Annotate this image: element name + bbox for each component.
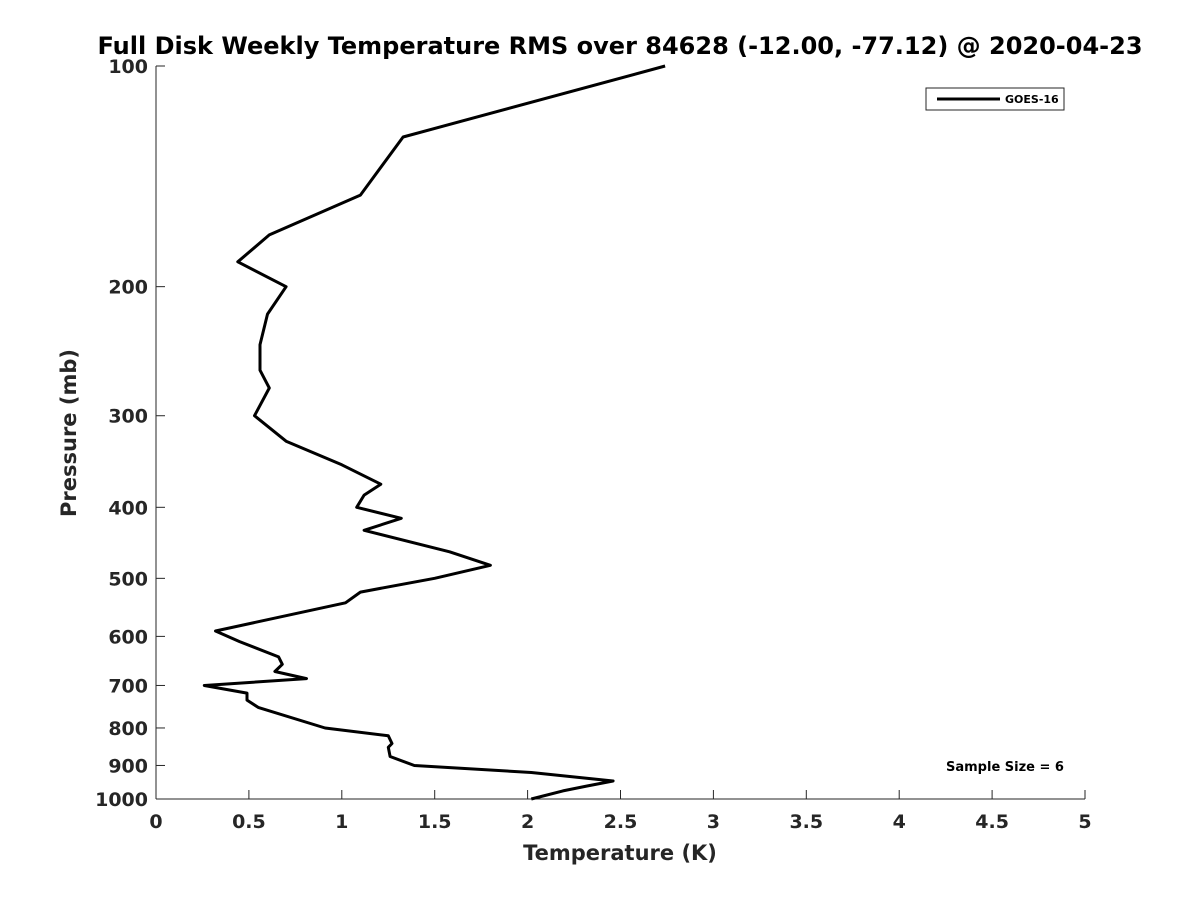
y-tick-label: 1000 bbox=[95, 789, 148, 811]
y-tick-label: 800 bbox=[108, 718, 148, 740]
x-tick-label: 5 bbox=[1078, 811, 1091, 833]
y-tick-label: 200 bbox=[108, 277, 148, 299]
series-layer bbox=[202, 64, 666, 801]
x-tick-label: 4 bbox=[893, 811, 906, 833]
series-line-goes-16 bbox=[202, 64, 666, 801]
x-tick-label: 0.5 bbox=[232, 811, 266, 833]
y-axis-label: Pressure (mb) bbox=[57, 349, 81, 517]
y-tick-label: 700 bbox=[108, 675, 148, 697]
x-tick-label: 0 bbox=[149, 811, 162, 833]
legend-label-goes-16: GOES-16 bbox=[1005, 93, 1059, 106]
x-tick-label: 2.5 bbox=[604, 811, 638, 833]
plot-area bbox=[156, 66, 1085, 799]
x-axis-label: Temperature (K) bbox=[523, 841, 717, 865]
y-tick-label: 500 bbox=[108, 568, 148, 590]
x-tick-label: 4.5 bbox=[975, 811, 1009, 833]
y-tick-label: 300 bbox=[108, 406, 148, 428]
x-tick-label: 2 bbox=[521, 811, 534, 833]
x-tick-label: 3 bbox=[707, 811, 720, 833]
y-axis: 100 200 300 400 500 600 700 800 900 1000 bbox=[95, 56, 165, 811]
sample-size-annotation: Sample Size = 6 bbox=[946, 760, 1064, 775]
chart-title: Full Disk Weekly Temperature RMS over 84… bbox=[97, 32, 1142, 60]
y-tick-label: 100 bbox=[108, 56, 148, 78]
x-tick-label: 3.5 bbox=[789, 811, 823, 833]
y-tick-label: 400 bbox=[108, 497, 148, 519]
y-tick-label: 900 bbox=[108, 755, 148, 777]
x-tick-label: 1 bbox=[335, 811, 348, 833]
legend: GOES-16 bbox=[925, 87, 1065, 111]
x-tick-label: 1.5 bbox=[418, 811, 452, 833]
y-tick-label: 600 bbox=[108, 626, 148, 648]
x-axis: 0 0.5 1 1.5 2 2.5 3 3.5 4 4.5 5 bbox=[149, 790, 1092, 833]
